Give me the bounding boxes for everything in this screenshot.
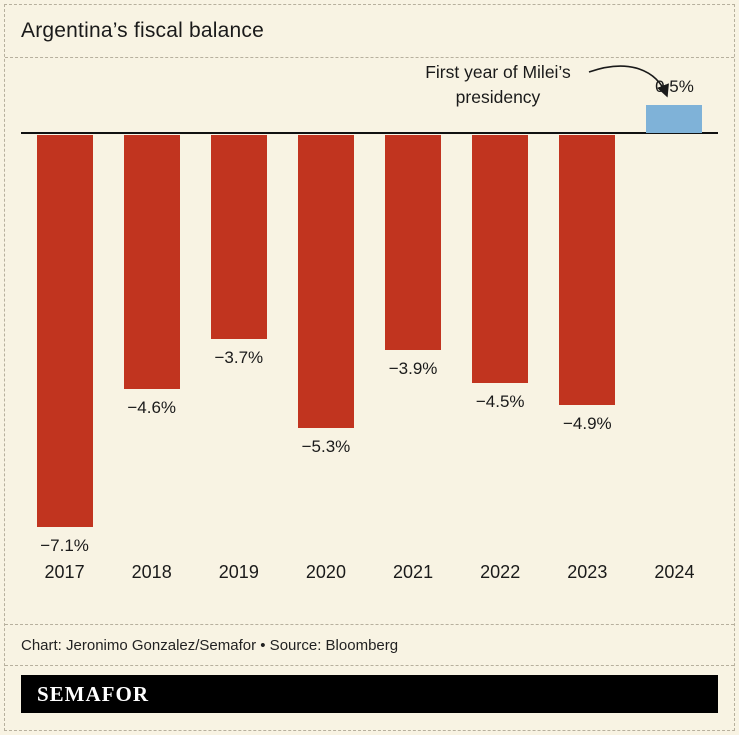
page-title: Argentina’s fiscal balance xyxy=(21,19,264,42)
x-axis-label: 2018 xyxy=(131,562,172,582)
x-axis-label: 2024 xyxy=(654,562,695,582)
x-axis-label: 2020 xyxy=(305,562,346,582)
semafor-logo: SEMAFOR xyxy=(37,681,149,706)
zero-baseline xyxy=(21,132,718,134)
x-axis-label: 2017 xyxy=(44,562,85,582)
bar-value-label: −3.7% xyxy=(214,348,264,368)
x-axis-label: 2019 xyxy=(218,562,259,582)
annotation-text: First year of Milei’s presidency xyxy=(393,60,603,110)
header-divider xyxy=(5,57,734,58)
bar xyxy=(385,135,442,351)
chart: First year of Milei’s presidency −7.1% 20… xyxy=(21,58,718,624)
bar-value-label: −7.1% xyxy=(40,535,89,555)
x-axis-label: 2021 xyxy=(393,562,434,582)
chart-credit: Chart: Jeronimo Gonzalez/Semafor • Sourc… xyxy=(21,637,399,654)
bar-value-label: −4.6% xyxy=(127,397,177,417)
bar xyxy=(210,135,267,340)
chart-card: Argentina’s fiscal balance First year of… xyxy=(4,4,735,731)
x-axis-label: 2022 xyxy=(480,562,521,582)
chart-footer-divider xyxy=(5,624,734,625)
bar xyxy=(559,135,616,406)
annotation-line-2: presidency xyxy=(455,87,541,107)
bar-value-label: −5.3% xyxy=(301,436,351,456)
bar xyxy=(297,135,354,428)
bar xyxy=(646,105,703,133)
bar-value-label: 0.5% xyxy=(655,77,694,97)
bar-value-label: −4.5% xyxy=(475,392,525,412)
bar-value-label: −4.9% xyxy=(562,414,612,434)
bar xyxy=(123,135,180,389)
annotation-line-1: First year of Milei’s xyxy=(425,62,571,82)
bar xyxy=(36,135,93,527)
x-axis-label: 2023 xyxy=(567,562,608,582)
bar xyxy=(472,135,529,384)
bar-value-label: −3.9% xyxy=(388,359,438,379)
credit-logo-divider xyxy=(5,665,734,666)
header: Argentina’s fiscal balance xyxy=(5,5,734,57)
brand-bar: SEMAFOR xyxy=(21,675,718,713)
